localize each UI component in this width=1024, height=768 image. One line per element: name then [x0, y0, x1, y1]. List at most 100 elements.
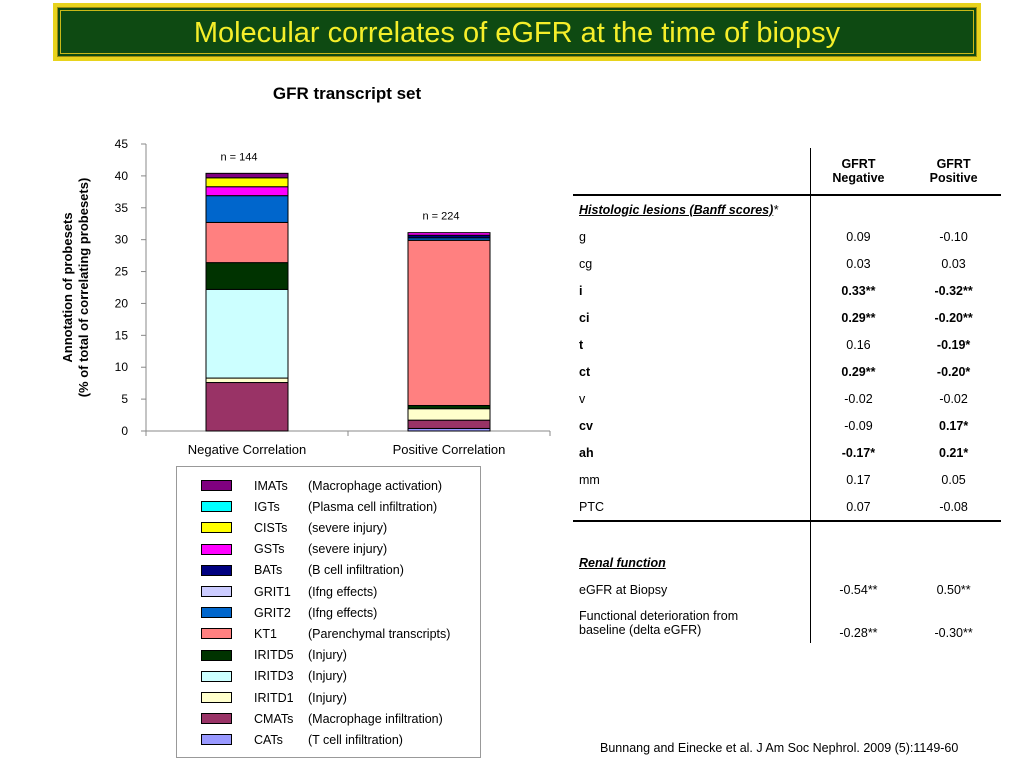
legend-item-cists: CISTs (severe injury) [201, 517, 387, 538]
gfrt-positive-value: -0.32** [934, 283, 973, 298]
gfrt-negative-value: -0.54** [809, 576, 907, 603]
row-label: ct [579, 364, 591, 379]
section-title: Histologic lesions (Banff scores)* [573, 195, 810, 223]
row-label: t [579, 337, 584, 352]
legend-item-iritd1: IRITD1 (Injury) [201, 687, 347, 708]
bar-segment-kt1 [407, 239, 491, 406]
gfrt-positive-value: -0.08 [906, 493, 1001, 522]
bar-segment-cmats [407, 419, 491, 429]
row-label: g [579, 229, 586, 244]
legend-swatch [201, 522, 232, 534]
gfrt-positive-value: 0.50** [936, 582, 971, 597]
bar-sample-size-annotation: n = 224 [422, 211, 459, 223]
table-cell-line: baseline (delta eGFR) [579, 623, 702, 637]
gfrt-positive-value: 0.05 [941, 472, 966, 487]
gfrt-negative-value: 0.09 [809, 223, 907, 250]
legend-series-description: (Ifng effects) [308, 605, 378, 620]
row-label: PTC [573, 493, 811, 522]
gfrt-negative-value: 0.29** [809, 358, 907, 385]
legend-swatch [201, 501, 232, 513]
legend-series-name: CATs [254, 732, 283, 747]
x-category-label: Negative Correlation [188, 442, 307, 457]
bar-segment-grit2 [205, 195, 289, 223]
legend-series-name: IMATs [254, 478, 288, 493]
legend-series-name: IRITD5 [254, 648, 294, 663]
bar-segment-cmats [205, 382, 289, 432]
table-row: mm 0.17 0.05 [573, 466, 1001, 493]
gfrt-positive-value: -0.02 [939, 391, 968, 406]
legend-series-description: (T cell infiltration) [308, 732, 403, 747]
bar-segment-iritd3 [205, 288, 289, 379]
legend-item-iritd3: IRITD3 (Injury) [201, 666, 347, 687]
legend-swatch [201, 543, 232, 555]
table-row: v -0.02 -0.02 [573, 385, 1001, 412]
table-spacer-row [573, 521, 1001, 549]
legend-item-imats: IMATs (Macrophage activation) [201, 475, 442, 496]
row-label: cg [579, 256, 593, 271]
y-tick-label: 5 [121, 392, 128, 406]
table-row: Functional deterioration from baseline (d… [573, 603, 1001, 643]
y-tick-label: 35 [115, 201, 129, 215]
table-header-empty [573, 148, 811, 196]
gfrt-negative-value: 0.33** [809, 277, 907, 304]
legend-series-description: (B cell infiltration) [308, 563, 404, 578]
gfrt-positive-value: -0.20** [934, 310, 973, 325]
bar-segment-iritd1 [205, 377, 289, 384]
chart-legend: IMATs (Macrophage activation) IGTs (Plasma … [176, 466, 481, 758]
table-row: PTC 0.07 -0.08 [573, 493, 1001, 522]
chart-bars [205, 172, 491, 432]
table-cell-line: Negative [832, 171, 885, 185]
row-label: i [579, 283, 583, 298]
gfrt-positive-value: 0.21* [939, 445, 969, 460]
legend-item-cmats: CMATs (Macrophage infiltration) [201, 708, 443, 729]
legend-series-name: IRITD3 [254, 669, 294, 684]
section-title-text: Histologic lesions (Banff scores) [579, 202, 774, 217]
legend-series-name: KT1 [254, 626, 277, 641]
y-tick-label: 0 [121, 424, 128, 438]
row-label: eGFR at Biopsy [579, 582, 668, 597]
empty-cell [906, 521, 1001, 549]
legend-item-kt1: KT1 (Parenchymal transcripts) [201, 623, 450, 644]
table-header-row: GFRT Negative GFRT Positive [573, 148, 1001, 196]
table-row: cv -0.09 0.17* [573, 412, 1001, 439]
row-label: cv [579, 418, 593, 433]
y-tick-label: 15 [115, 328, 129, 342]
table-cell-line: Functional deterioration from [579, 609, 739, 623]
row-label: mm [579, 472, 600, 487]
title-banner-frame [60, 10, 974, 54]
y-tick-label: 45 [115, 137, 129, 151]
y-tick-label: 20 [115, 296, 129, 310]
bar-segment-gsts [205, 186, 289, 197]
gfrt-negative-value: -0.17* [809, 439, 907, 466]
bar-segment-iritd1 [407, 408, 491, 421]
legend-series-name: GRIT2 [254, 605, 291, 620]
table-section-histologic-lesions: Histologic lesions (Banff scores)* [573, 195, 1001, 223]
legend-item-bats: BATs (B cell infiltration) [201, 560, 404, 581]
bar-segment-kt1 [205, 221, 289, 264]
citation: Bunnang and Einecke et al. J Am Soc Neph… [600, 741, 959, 755]
table-row: ah -0.17* 0.21* [573, 439, 1001, 466]
table-cell-line: Positive [929, 171, 978, 185]
gfrt-positive-value: -0.19* [936, 337, 971, 352]
section-title-footnote-mark: * [773, 202, 779, 217]
gfrt-positive-value: -0.10 [939, 229, 968, 244]
gfrt-positive-value: 0.03 [941, 256, 966, 271]
table-row: g 0.09 -0.10 [573, 223, 1001, 250]
legend-series-description: (severe injury) [308, 520, 388, 535]
bar-segment-gsts [407, 232, 491, 236]
empty-cell [809, 549, 907, 576]
legend-series-name: BATs [254, 563, 283, 578]
legend-swatch [201, 692, 232, 703]
legend-series-description: (Ifng effects) [308, 584, 378, 599]
gfrt-positive-value: -0.30** [934, 626, 973, 640]
row-label: Functional deterioration from baseline (d… [573, 603, 810, 643]
y-axis-title: (% of total of correlating probesets) [76, 178, 91, 398]
gfrt-negative-value: 0.29** [809, 304, 907, 331]
gfrt-negative-value: 0.03 [809, 250, 907, 277]
legend-swatch [201, 734, 232, 746]
table-cell-line: GFRT [841, 157, 876, 171]
legend-item-gsts: GSTs (severe injury) [201, 539, 387, 560]
legend-swatch [201, 670, 232, 682]
chart-labels: 0 5 10 15 20 25 30 35 40 45 Negative Correlation n … [60, 137, 505, 457]
gfrt-negative-value: -0.28** [809, 603, 907, 643]
